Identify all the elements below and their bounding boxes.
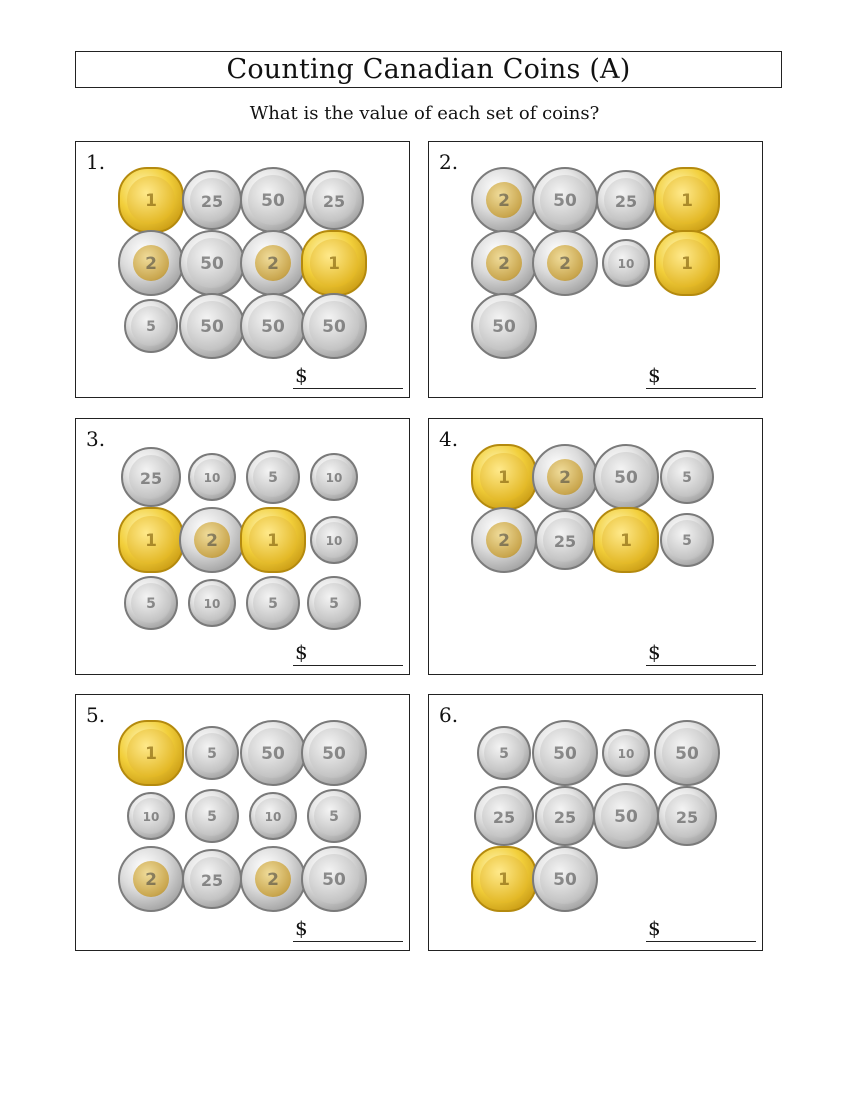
loonie-coin-icon: 1 bbox=[654, 230, 720, 296]
dollar-sign: $ bbox=[648, 640, 661, 664]
loonie-coin-icon: 1 bbox=[118, 507, 184, 573]
nickel-coin-icon: 5 bbox=[185, 789, 239, 843]
dime-coin-icon: 10 bbox=[602, 729, 650, 777]
problem-2: 2. 2 50 25 1 2 2 10 1 50 $ bbox=[428, 141, 763, 398]
loonie-coin-icon: 1 bbox=[301, 230, 367, 296]
quarter-coin-icon: 25 bbox=[182, 170, 242, 230]
problem-number: 4. bbox=[439, 427, 459, 451]
dime-coin-icon: 10 bbox=[249, 792, 297, 840]
toonie-coin-icon: 2 bbox=[471, 230, 537, 296]
fifty-cent-coin-icon: 50 bbox=[532, 846, 598, 912]
toonie-coin-icon: 2 bbox=[532, 444, 598, 510]
fifty-cent-coin-icon: 50 bbox=[301, 293, 367, 359]
toonie-coin-icon: 2 bbox=[118, 230, 184, 296]
loonie-coin-icon: 1 bbox=[471, 444, 537, 510]
fifty-cent-coin-icon: 50 bbox=[240, 167, 306, 233]
nickel-coin-icon: 5 bbox=[660, 513, 714, 567]
nickel-coin-icon: 5 bbox=[124, 576, 178, 630]
nickel-coin-icon: 5 bbox=[185, 726, 239, 780]
quarter-coin-icon: 25 bbox=[182, 849, 242, 909]
dollar-sign: $ bbox=[648, 363, 661, 387]
toonie-coin-icon: 2 bbox=[240, 846, 306, 912]
nickel-coin-icon: 5 bbox=[477, 726, 531, 780]
dollar-sign: $ bbox=[295, 640, 308, 664]
fifty-cent-coin-icon: 50 bbox=[654, 720, 720, 786]
fifty-cent-coin-icon: 50 bbox=[532, 720, 598, 786]
fifty-cent-coin-icon: 50 bbox=[179, 230, 245, 296]
quarter-coin-icon: 25 bbox=[474, 786, 534, 846]
problem-5: 5. 1 5 50 50 10 5 10 5 2 25 2 50 $ bbox=[75, 694, 410, 951]
loonie-coin-icon: 1 bbox=[118, 167, 184, 233]
worksheet-title-box: Counting Canadian Coins (A) bbox=[75, 51, 782, 88]
answer-line[interactable]: $ bbox=[293, 916, 403, 942]
toonie-coin-icon: 2 bbox=[471, 507, 537, 573]
dime-coin-icon: 10 bbox=[310, 453, 358, 501]
coin-group: 1 2 50 5 2 25 1 5 bbox=[429, 419, 762, 674]
loonie-coin-icon: 1 bbox=[654, 167, 720, 233]
dime-coin-icon: 10 bbox=[188, 579, 236, 627]
problem-number: 1. bbox=[86, 150, 106, 174]
quarter-coin-icon: 25 bbox=[304, 170, 364, 230]
loonie-coin-icon: 1 bbox=[240, 507, 306, 573]
loonie-coin-icon: 1 bbox=[471, 846, 537, 912]
nickel-coin-icon: 5 bbox=[124, 299, 178, 353]
fifty-cent-coin-icon: 50 bbox=[240, 293, 306, 359]
problem-3: 3. 25 10 5 10 1 2 1 10 5 10 5 5 $ bbox=[75, 418, 410, 675]
toonie-coin-icon: 2 bbox=[118, 846, 184, 912]
fifty-cent-coin-icon: 50 bbox=[301, 846, 367, 912]
dollar-sign: $ bbox=[648, 916, 661, 940]
dollar-sign: $ bbox=[295, 363, 308, 387]
loonie-coin-icon: 1 bbox=[593, 507, 659, 573]
problem-number: 5. bbox=[86, 703, 106, 727]
quarter-coin-icon: 25 bbox=[535, 510, 595, 570]
toonie-coin-icon: 2 bbox=[471, 167, 537, 233]
coin-group: 1 5 50 50 10 5 10 5 2 25 2 50 bbox=[76, 695, 409, 950]
dime-coin-icon: 10 bbox=[310, 516, 358, 564]
toonie-coin-icon: 2 bbox=[240, 230, 306, 296]
fifty-cent-coin-icon: 50 bbox=[179, 293, 245, 359]
quarter-coin-icon: 25 bbox=[535, 786, 595, 846]
nickel-coin-icon: 5 bbox=[246, 450, 300, 504]
fifty-cent-coin-icon: 50 bbox=[240, 720, 306, 786]
problem-4: 4. 1 2 50 5 2 25 1 5 $ bbox=[428, 418, 763, 675]
coin-group: 2 50 25 1 2 2 10 1 50 bbox=[429, 142, 762, 397]
nickel-coin-icon: 5 bbox=[660, 450, 714, 504]
answer-line[interactable]: $ bbox=[293, 363, 403, 389]
nickel-coin-icon: 5 bbox=[246, 576, 300, 630]
coin-group: 1 25 50 25 2 50 2 1 5 50 50 50 bbox=[76, 142, 409, 397]
nickel-coin-icon: 5 bbox=[307, 576, 361, 630]
toonie-coin-icon: 2 bbox=[179, 507, 245, 573]
coin-group: 25 10 5 10 1 2 1 10 5 10 5 5 bbox=[76, 419, 409, 674]
fifty-cent-coin-icon: 50 bbox=[471, 293, 537, 359]
fifty-cent-coin-icon: 50 bbox=[301, 720, 367, 786]
fifty-cent-coin-icon: 50 bbox=[593, 444, 659, 510]
problem-number: 6. bbox=[439, 703, 459, 727]
problem-number: 2. bbox=[439, 150, 459, 174]
worksheet-instructions: What is the value of each set of coins? bbox=[249, 103, 600, 124]
fifty-cent-coin-icon: 50 bbox=[532, 167, 598, 233]
problem-1: 1. 1 25 50 25 2 50 2 1 5 50 50 50 $ bbox=[75, 141, 410, 398]
answer-line[interactable]: $ bbox=[293, 640, 403, 666]
loonie-coin-icon: 1 bbox=[118, 720, 184, 786]
answer-line[interactable]: $ bbox=[646, 916, 756, 942]
toonie-coin-icon: 2 bbox=[532, 230, 598, 296]
dollar-sign: $ bbox=[295, 916, 308, 940]
dime-coin-icon: 10 bbox=[188, 453, 236, 501]
problem-number: 3. bbox=[86, 427, 106, 451]
dime-coin-icon: 10 bbox=[602, 239, 650, 287]
answer-line[interactable]: $ bbox=[646, 363, 756, 389]
problem-6: 6. 5 50 10 50 25 25 50 25 1 50 $ bbox=[428, 694, 763, 951]
quarter-coin-icon: 25 bbox=[657, 786, 717, 846]
answer-line[interactable]: $ bbox=[646, 640, 756, 666]
nickel-coin-icon: 5 bbox=[307, 789, 361, 843]
coin-group: 5 50 10 50 25 25 50 25 1 50 bbox=[429, 695, 762, 950]
dime-coin-icon: 10 bbox=[127, 792, 175, 840]
quarter-coin-icon: 25 bbox=[596, 170, 656, 230]
fifty-cent-coin-icon: 50 bbox=[593, 783, 659, 849]
worksheet-title: Counting Canadian Coins (A) bbox=[226, 54, 631, 85]
quarter-coin-icon: 25 bbox=[121, 447, 181, 507]
